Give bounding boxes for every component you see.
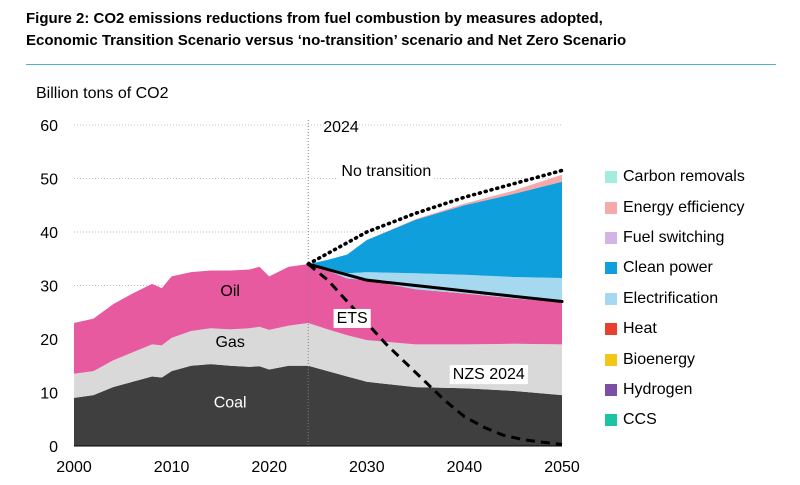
legend-swatch	[605, 292, 617, 305]
label-no-transition-background	[338, 161, 435, 181]
legend-item-heat: Heat	[605, 314, 745, 344]
chart-title-line-2: Economic Transition Scenario versus ‘no-…	[26, 32, 627, 49]
area-clean-power	[308, 181, 562, 279]
x-tick-label: 2050	[544, 459, 580, 476]
y-axis-label: Billion tons of CO2	[36, 85, 169, 102]
legend-swatch	[605, 353, 617, 366]
label-oil: Oil	[220, 283, 240, 300]
legend-swatch	[605, 414, 617, 427]
area-electrification	[308, 264, 562, 303]
label-ets-background	[333, 308, 371, 328]
x-tick-label: 2010	[154, 459, 190, 476]
legend-label: Energy efficiency	[623, 198, 745, 216]
legend-item-clean-power: Clean power	[605, 253, 745, 283]
y-tick-label: 40	[40, 225, 58, 242]
line-nzs-2024	[307, 262, 563, 446]
legend-item-hydrogen: Hydrogen	[605, 375, 745, 405]
x-tick-label: 2000	[56, 459, 92, 476]
legend-label: Fuel switching	[623, 228, 725, 246]
y-tick-label: 20	[40, 332, 58, 349]
legend-item-bioenergy: Bioenergy	[605, 344, 745, 374]
label-nzs-2024: NZS 2024	[453, 366, 525, 383]
label-nzs-2024-background	[449, 365, 528, 385]
legend-swatch	[605, 171, 617, 184]
y-tick-label: 50	[40, 172, 58, 189]
chart-title-line-1: Figure 2: CO2 emissions reductions from …	[26, 10, 603, 27]
area-gas	[74, 322, 562, 398]
x-tick-label: 2030	[349, 459, 385, 476]
chart-legend: Carbon removals Energy efficiency Fuel swi…	[605, 162, 745, 436]
legend-item-fuel-switching: Fuel switching	[605, 223, 745, 253]
legend-label: Bioenergy	[623, 350, 696, 368]
legend-label: Carbon removals	[623, 168, 745, 186]
chart-title-block: Figure 2: CO2 emissions reductions from …	[26, 8, 786, 52]
legend-item-electrification: Electrification	[605, 284, 745, 314]
legend-item-carbon-removals: Carbon removals	[605, 162, 745, 192]
legend-item-energy-efficiency: Energy efficiency	[605, 192, 745, 222]
legend-swatch	[605, 201, 617, 214]
y-tick-label: 60	[40, 118, 58, 135]
line-ets	[306, 262, 564, 304]
label-coal: Coal	[214, 394, 247, 411]
label-gas: Gas	[215, 334, 244, 351]
line-no-transition	[306, 168, 564, 266]
y-tick-label: 10	[40, 386, 58, 403]
legend-label: Heat	[623, 320, 657, 338]
legend-swatch	[605, 262, 617, 275]
legend-label: Clean power	[623, 259, 713, 277]
legend-swatch	[605, 383, 617, 396]
legend-swatch	[605, 231, 617, 244]
area-coal	[74, 364, 562, 446]
divider-label-2024: 2024	[323, 119, 359, 136]
y-tick-label: 30	[40, 279, 58, 296]
legend-label: Hydrogen	[623, 380, 693, 398]
legend-item-ccs: CCS	[605, 405, 745, 435]
label-ets: ETS	[337, 310, 368, 327]
legend-label: Electrification	[623, 289, 719, 307]
label-no-transition: No transition	[341, 163, 431, 180]
area-oil	[74, 264, 562, 374]
legend-swatch	[605, 323, 617, 336]
y-tick-label: 0	[49, 439, 58, 456]
x-tick-label: 2020	[251, 459, 287, 476]
legend-label: CCS	[623, 411, 657, 429]
area-energy-efficiency	[308, 174, 562, 265]
title-divider-rule	[26, 64, 776, 65]
x-tick-label: 2040	[447, 459, 483, 476]
